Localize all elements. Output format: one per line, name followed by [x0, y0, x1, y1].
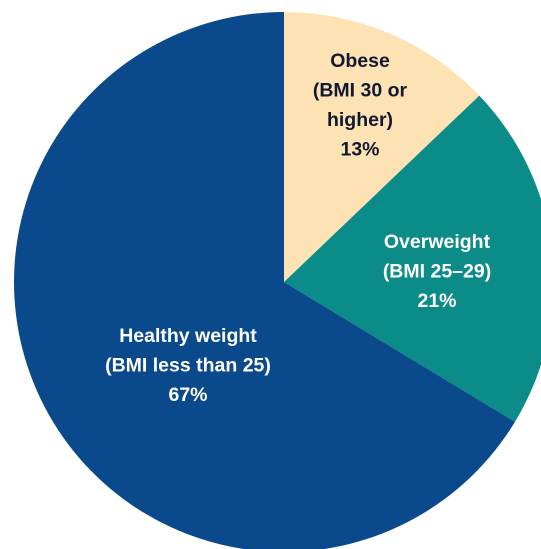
slice-label: higher) — [327, 109, 393, 131]
value-label: 13% — [340, 139, 379, 161]
pie-slice — [284, 12, 480, 282]
pie-slice — [284, 95, 541, 422]
value-label: 21% — [417, 290, 456, 312]
slice-label: (BMI less than 25) — [105, 355, 271, 377]
slice-label: Healthy weight — [119, 325, 257, 347]
slice-label: Obese — [330, 50, 390, 72]
slice-label: (BMI 25–29) — [383, 261, 491, 283]
slice-label: (BMI 30 or — [313, 80, 408, 102]
pie-slice — [14, 12, 515, 549]
value-label: 67% — [168, 384, 207, 406]
slice-label: Overweight — [384, 231, 491, 253]
